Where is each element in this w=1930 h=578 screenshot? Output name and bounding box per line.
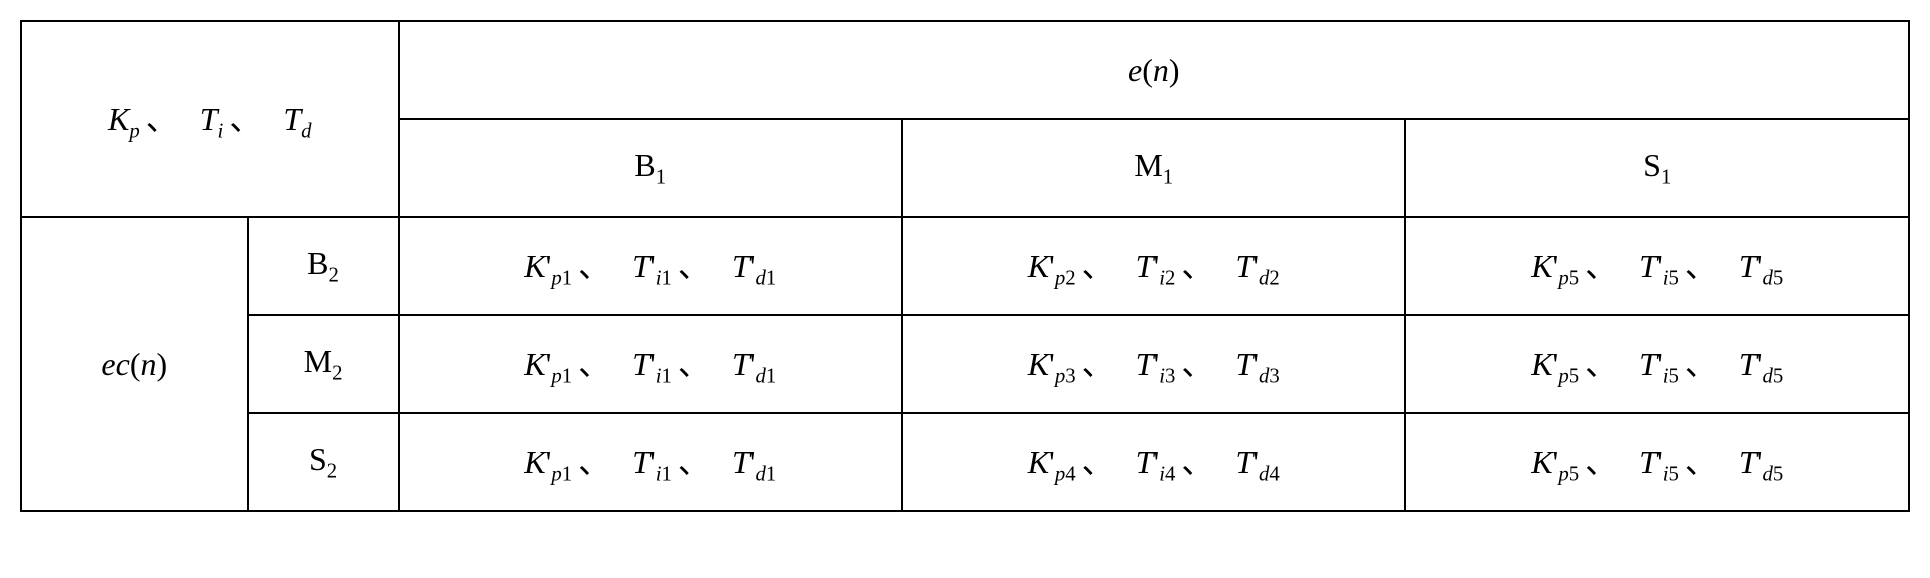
- pid-fuzzy-table: Kp、 Ti、 Td e(n) B1 M1 S1 ec(n) B2 K'p1、 …: [20, 20, 1910, 512]
- ec-level-sub: 2: [327, 459, 337, 482]
- e-level-sub: 1: [1163, 165, 1173, 188]
- e-level-sym: M: [1134, 147, 1162, 183]
- ec-level-b2: B2: [248, 217, 399, 315]
- ec-level-sym: M: [304, 343, 332, 379]
- e-level-sub: 1: [656, 165, 666, 188]
- cell-2-2: K'p5、 T'i5、 T'd5: [1405, 413, 1909, 511]
- table-row: Kp、 Ti、 Td e(n): [21, 21, 1909, 119]
- cell-2-0: K'p1、 T'i1、 T'd1: [399, 413, 902, 511]
- ec-level-sym: B: [307, 245, 328, 281]
- cell-2-1: K'p4、 T'i4、 T'd4: [902, 413, 1405, 511]
- header-vars: Kp、 Ti、 Td: [108, 101, 312, 137]
- header-e-n: e(n): [399, 21, 1909, 119]
- cell-0-1: K'p2、 T'i2、 T'd2: [902, 217, 1405, 315]
- e-level-sym: B: [634, 147, 655, 183]
- row-header-ec-n: ec(n): [21, 217, 248, 511]
- ec-level-sub: 2: [329, 263, 339, 286]
- ec-level-sub: 2: [332, 361, 342, 384]
- header-top-left: Kp、 Ti、 Td: [21, 21, 399, 217]
- e-label-sym: e: [1128, 52, 1142, 88]
- ec-level-sym: S: [309, 441, 327, 477]
- ec-label-sym: ec: [101, 346, 129, 382]
- cell-0-0: K'p1、 T'i1、 T'd1: [399, 217, 902, 315]
- ec-label-arg: n: [140, 346, 156, 382]
- e-level-sub: 1: [1661, 165, 1671, 188]
- table-row: M2 K'p1、 T'i1、 T'd1 K'p3、 T'i3、 T'd3 K'p…: [21, 315, 1909, 413]
- ec-level-m2: M2: [248, 315, 399, 413]
- cell-1-1: K'p3、 T'i3、 T'd3: [902, 315, 1405, 413]
- e-level-sym: S: [1643, 147, 1661, 183]
- e-level-s1: S1: [1405, 119, 1909, 217]
- table-row: ec(n) B2 K'p1、 T'i1、 T'd1 K'p2、 T'i2、 T'…: [21, 217, 1909, 315]
- cell-1-0: K'p1、 T'i1、 T'd1: [399, 315, 902, 413]
- ec-level-s2: S2: [248, 413, 399, 511]
- cell-0-2: K'p5、 T'i5、 T'd5: [1405, 217, 1909, 315]
- e-level-b1: B1: [399, 119, 902, 217]
- e-label-arg: n: [1153, 52, 1169, 88]
- e-level-m1: M1: [902, 119, 1405, 217]
- cell-1-2: K'p5、 T'i5、 T'd5: [1405, 315, 1909, 413]
- table-row: S2 K'p1、 T'i1、 T'd1 K'p4、 T'i4、 T'd4 K'p…: [21, 413, 1909, 511]
